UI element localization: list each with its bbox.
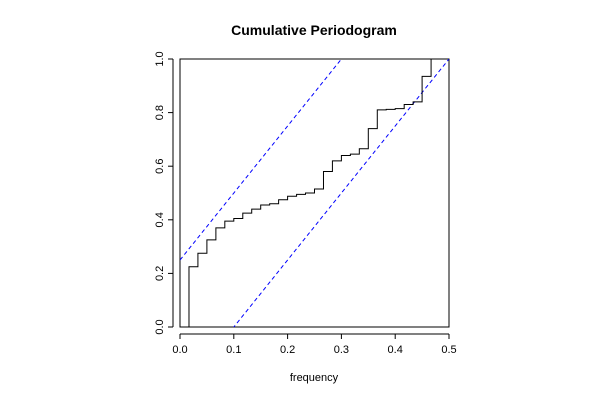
y-tick-label: 0.4 bbox=[154, 212, 166, 227]
upper-bound-line bbox=[180, 59, 343, 261]
confidence-bounds bbox=[180, 59, 449, 327]
y-tick-label: 0.6 bbox=[154, 159, 166, 174]
y-tick-label: 1.0 bbox=[154, 51, 166, 66]
chart-title: Cumulative Periodogram bbox=[231, 22, 397, 38]
plot-area-frame bbox=[179, 58, 450, 328]
y-tick-label: 0.8 bbox=[154, 105, 166, 120]
x-tick-label: 0.5 bbox=[441, 344, 456, 356]
x-axis: 0.0 0.1 0.2 0.3 0.4 0.5 bbox=[172, 333, 457, 356]
cumulative-periodogram-step-line bbox=[188, 59, 441, 327]
x-axis-label: frequency bbox=[290, 372, 339, 384]
x-tick-label: 0.3 bbox=[334, 344, 349, 356]
periodogram-series bbox=[188, 59, 441, 327]
x-tick-label: 0.2 bbox=[280, 344, 295, 356]
y-tick-label: 0.2 bbox=[154, 266, 166, 281]
x-tick-label: 0.1 bbox=[226, 344, 241, 356]
y-tick-label: 0.0 bbox=[154, 319, 166, 334]
x-tick-label: 0.4 bbox=[388, 344, 403, 356]
lower-bound-line bbox=[233, 59, 449, 327]
x-tick-label: 0.0 bbox=[172, 344, 187, 356]
y-axis: 0.0 0.2 0.4 0.6 0.8 1.0 bbox=[154, 51, 174, 335]
